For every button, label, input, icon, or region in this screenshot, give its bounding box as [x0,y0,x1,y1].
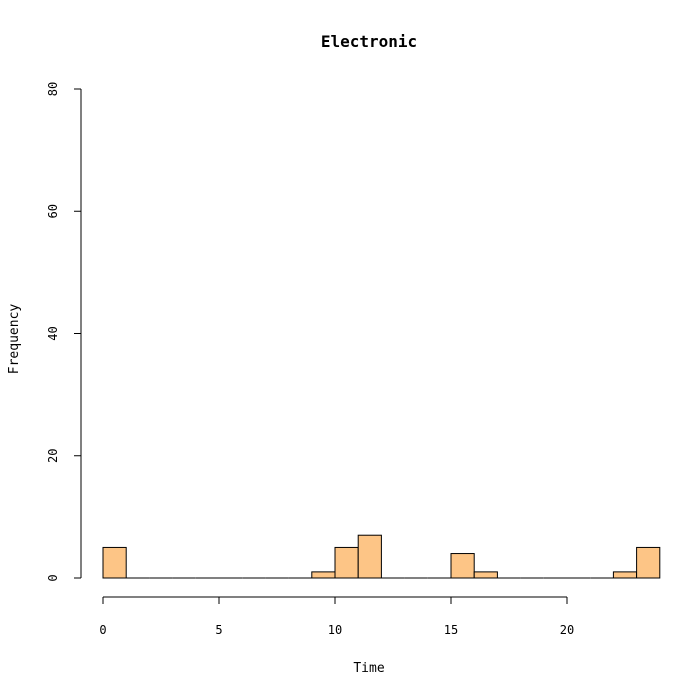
x-tick-label: 10 [328,623,342,637]
histogram-bar [473,571,498,579]
histogram-bar [334,546,359,579]
x-tick-label: 5 [215,623,222,637]
bars-group [102,534,661,579]
x-tick-label: 0 [99,623,106,637]
x-tick-label: 20 [560,623,574,637]
y-axis: 0 20 40 60 80 [46,82,82,582]
y-tick-label: 20 [46,449,60,463]
histogram-bar [357,534,382,579]
histogram-bar [102,546,127,579]
y-tick-label: 0 [46,574,60,581]
histogram-bar [311,571,336,579]
y-tick-label: 40 [46,326,60,340]
histogram-bar [450,553,475,579]
y-tick-label: 80 [46,82,60,96]
chart-title: Electronic [321,32,417,51]
x-axis: 0 5 10 15 20 [99,596,574,637]
x-tick-label: 15 [444,623,458,637]
y-tick-label: 60 [46,204,60,218]
x-axis-label: Time [353,661,384,676]
histogram-bar [612,571,638,579]
histogram-bar [636,546,661,579]
y-axis-label: Frequency [7,304,22,375]
